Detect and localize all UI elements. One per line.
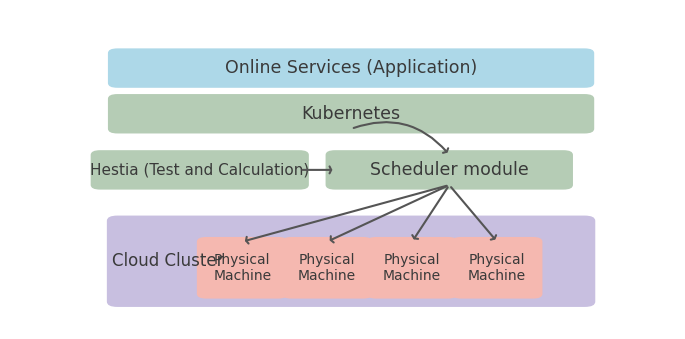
FancyBboxPatch shape <box>108 94 594 134</box>
FancyBboxPatch shape <box>451 237 543 299</box>
Text: Physical
Machine: Physical Machine <box>468 253 526 283</box>
FancyBboxPatch shape <box>108 48 594 88</box>
FancyBboxPatch shape <box>90 150 309 190</box>
Text: Scheduler module: Scheduler module <box>370 161 529 179</box>
FancyBboxPatch shape <box>325 150 573 190</box>
FancyBboxPatch shape <box>366 237 458 299</box>
FancyBboxPatch shape <box>197 237 288 299</box>
Text: Online Services (Application): Online Services (Application) <box>225 59 477 77</box>
FancyBboxPatch shape <box>282 237 373 299</box>
Text: Cloud Cluster: Cloud Cluster <box>112 252 224 270</box>
FancyBboxPatch shape <box>107 216 595 307</box>
Text: Hestia (Test and Calculation): Hestia (Test and Calculation) <box>90 162 310 177</box>
Text: Physical
Machine: Physical Machine <box>213 253 271 283</box>
Text: Physical
Machine: Physical Machine <box>383 253 441 283</box>
Text: Physical
Machine: Physical Machine <box>298 253 356 283</box>
Text: Kubernetes: Kubernetes <box>301 105 401 123</box>
